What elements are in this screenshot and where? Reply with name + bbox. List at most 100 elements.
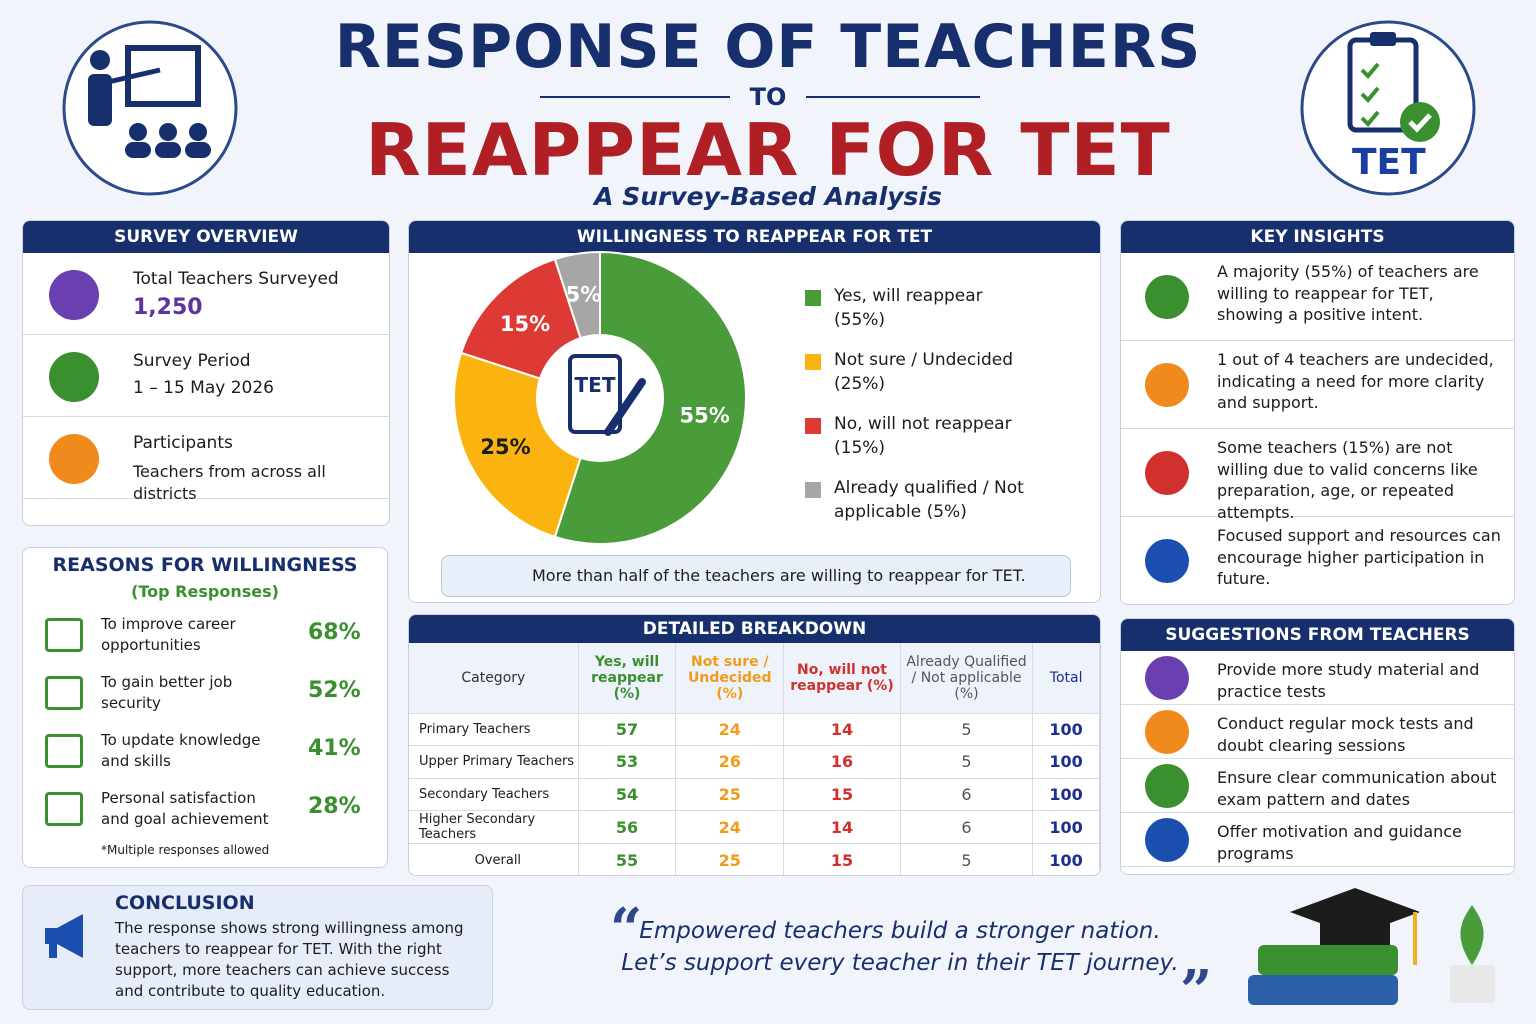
quote-line: Let’s support every teacher in their TET… [621,950,1179,976]
breakdown-panel: DETAILED BREAKDOWN Category Yes, will rea… [408,614,1101,876]
overview-row: Total Teachers Surveyed 1,250 [23,253,389,335]
list-text: Ensure clear communication about exam pa… [1217,768,1497,809]
table-cell: 16 [783,745,901,778]
legend-text: Yes, will reappear (55%) [834,286,983,330]
quote-line: Empowered teachers build a stronger nati… [639,918,1161,944]
slice-label: 15% [500,312,550,336]
table-row: Higher Secondary Teachers 56 24 14 6 100 [409,810,1100,844]
legend-item: No, will not reappear (15%) [834,414,1012,458]
table-header: Category Yes, will reappear (%) Not sure /… [409,643,1100,713]
icon [1145,818,1189,862]
panel-title: KEY INSIGHTS [1121,221,1514,253]
overview-value: Teachers from across all districts [133,462,326,503]
panel-title: REASONS FOR WILLINGNESS [52,554,358,576]
key-insights: KEY INSIGHTS A majority (55%) of teacher… [1120,220,1515,605]
overview-label: Total Teachers Surveyed [133,269,339,289]
table-cell: 25 [675,777,785,811]
list-row: Some teachers (15%) are not willing due … [1121,429,1514,522]
table-cell: 5 [900,745,1034,778]
table-cell: 5 [900,712,1034,746]
table-cell: 14 [783,810,901,844]
conclusion-text: The response shows strong willingness am… [115,919,464,1000]
icon [49,434,99,484]
list-row: Offer motivation and guidance programs [1121,813,1514,867]
title-connector: TO [749,83,787,111]
subtitle: A Survey-Based Analysis [594,182,942,211]
clipboard-icon [568,354,622,434]
title: REAPPEAR FOR TET [365,108,1171,192]
overview-value: 1 – 15 May 2026 [133,378,274,398]
table-cell: 55 [578,843,677,875]
table-cell: 100 [1032,745,1100,778]
reasons-panel: REASONS FOR WILLINGNESS (Top Responses) … [22,547,388,868]
legend-item: Not sure / Undecided (25%) [834,350,1014,394]
icon [1145,363,1189,407]
panel-title: SUGGESTIONS FROM TEACHERS [1121,619,1514,651]
column-header: Not sure / Undecided (%) [675,643,785,713]
table-cell: Primary Teachers [409,712,579,746]
reason-value: 41% [308,736,361,761]
overview-row: Survey Period 1 – 15 May 2026 [23,335,389,417]
icon [1145,451,1189,495]
table-cell: 100 [1032,712,1100,746]
svg-text:”: ” [1180,958,1212,1024]
icon [45,792,83,826]
column-header: Already Qualified / Not applicable (%) [900,643,1034,713]
icon [45,734,83,768]
chart-title: WILLINGNESS TO REAPPEAR FOR TET [409,221,1100,253]
reason-value: 68% [308,620,361,645]
overview-label: Participants [133,433,233,453]
legend-swatch [805,290,821,306]
overview-value: 1,250 [133,295,203,320]
table-cell: 100 [1032,843,1100,875]
icon [1145,710,1189,754]
table-cell: 5 [900,843,1034,875]
table-row: Primary Teachers 57 24 14 5 100 [409,712,1100,746]
slice-label: 5% [566,282,602,306]
legend-item: Already qualified / Not applicable (5%) [834,478,1024,522]
list-text: Focused support and resources can encour… [1217,526,1501,588]
pie-center [536,334,664,462]
list-row: Provide more study material and practice… [1121,651,1514,705]
table-cell: 53 [578,745,677,778]
list-text: A majority (55%) of teachers are willing… [1217,262,1479,324]
megaphone-icon [45,914,83,958]
table-row: Secondary Teachers 54 25 15 6 100 [409,777,1100,811]
table-cell: 15 [783,777,901,811]
conclusion-title: CONCLUSION [115,892,255,914]
table-cell: 57 [578,712,677,746]
column-header: Category [409,643,579,713]
badge: TET [1352,142,1426,183]
legend-text: Not sure / Undecided (25%) [834,350,1014,394]
table-cell: Secondary Teachers [409,777,579,811]
chart-note: More than half of the teachers are willi… [441,555,1071,597]
table-cell: 100 [1032,777,1100,811]
slice-label: 25% [480,435,530,459]
table-cell: Higher Secondary Teachers [409,810,579,844]
pen-icon [604,378,646,436]
icon [1145,539,1189,583]
legend-swatch [805,482,821,498]
legend-text: No, will not reappear (15%) [834,414,1012,458]
legend-swatch [805,418,821,434]
table-row: Overall 55 25 15 5 100 [409,843,1100,875]
table-row: Upper Primary Teachers 53 26 16 5 100 [409,745,1100,778]
reason-text: To update knowledge and skills [101,731,261,770]
icon [49,352,99,402]
list-text: Provide more study material and practice… [1217,660,1480,701]
table-cell: 100 [1032,810,1100,844]
panel-title: DETAILED BREAKDOWN [409,615,1100,643]
slice-label: 55% [680,404,730,428]
icon [1145,275,1189,319]
reason-text: To gain better job security [101,673,233,712]
column-header: Yes, will reappear (%) [578,643,677,713]
reason-value: 28% [308,794,361,819]
icon [49,270,99,320]
overview-row: Participants Teachers from across all dis… [23,417,389,503]
list-row: Focused support and resources can encour… [1121,517,1514,604]
title: RESPONSE OF TEACHERS [334,12,1202,82]
list-row: A majority (55%) of teachers are willing… [1121,253,1514,341]
column-header: Total [1032,643,1100,713]
table-cell: 24 [675,810,785,844]
